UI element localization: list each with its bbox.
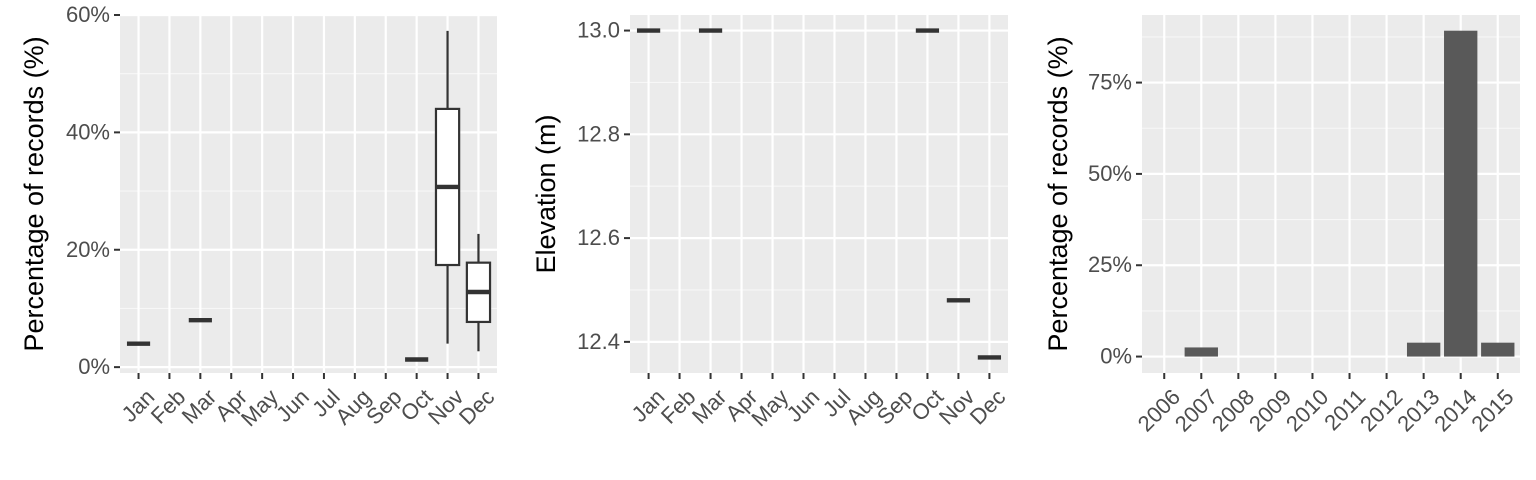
y-tick-label: 75% [1088,70,1132,95]
y-tick-label: 40% [66,119,110,144]
bar-2013 [1406,342,1441,357]
y-tick-label: 12.8 [577,121,620,146]
month-percentage-boxplot: 0%20%40%60%JanFebMarAprMayJunJulAugSepOc… [19,2,499,431]
y-tick-label: 0% [78,354,110,379]
year-percentage-barchart: 0%25%50%75%20062007200820092010201120122… [1043,15,1520,436]
bar-2007 [1184,347,1218,357]
box-dec [465,233,492,352]
y-tick-label: 25% [1088,252,1132,277]
bar-2014 [1444,30,1478,357]
y-axis-title: Percentage of records (%) [19,36,49,351]
y-tick-label: 13.0 [577,18,620,43]
y-tick-label: 20% [66,237,110,262]
x-tick-label: Dec [965,384,1010,429]
y-tick-label: 12.6 [577,225,620,250]
y-axis-title: Percentage of records (%) [1043,36,1073,351]
x-tick-label: Dec [454,384,499,429]
plot-panel [630,15,1008,373]
y-tick-label: 12.4 [577,329,620,354]
bar-2015 [1481,342,1515,357]
y-axis-title: Elevation (m) [531,114,561,273]
y-tick-label: 0% [1100,344,1132,369]
plot-panel [120,15,497,373]
x-tick-label: 2015 [1466,384,1518,436]
month-elevation-boxplot: 12.412.612.813.0JanFebMarAprMayJunJulAug… [531,15,1010,431]
y-tick-label: 60% [66,2,110,27]
y-tick-label: 50% [1088,161,1132,186]
box-nov [434,30,461,344]
